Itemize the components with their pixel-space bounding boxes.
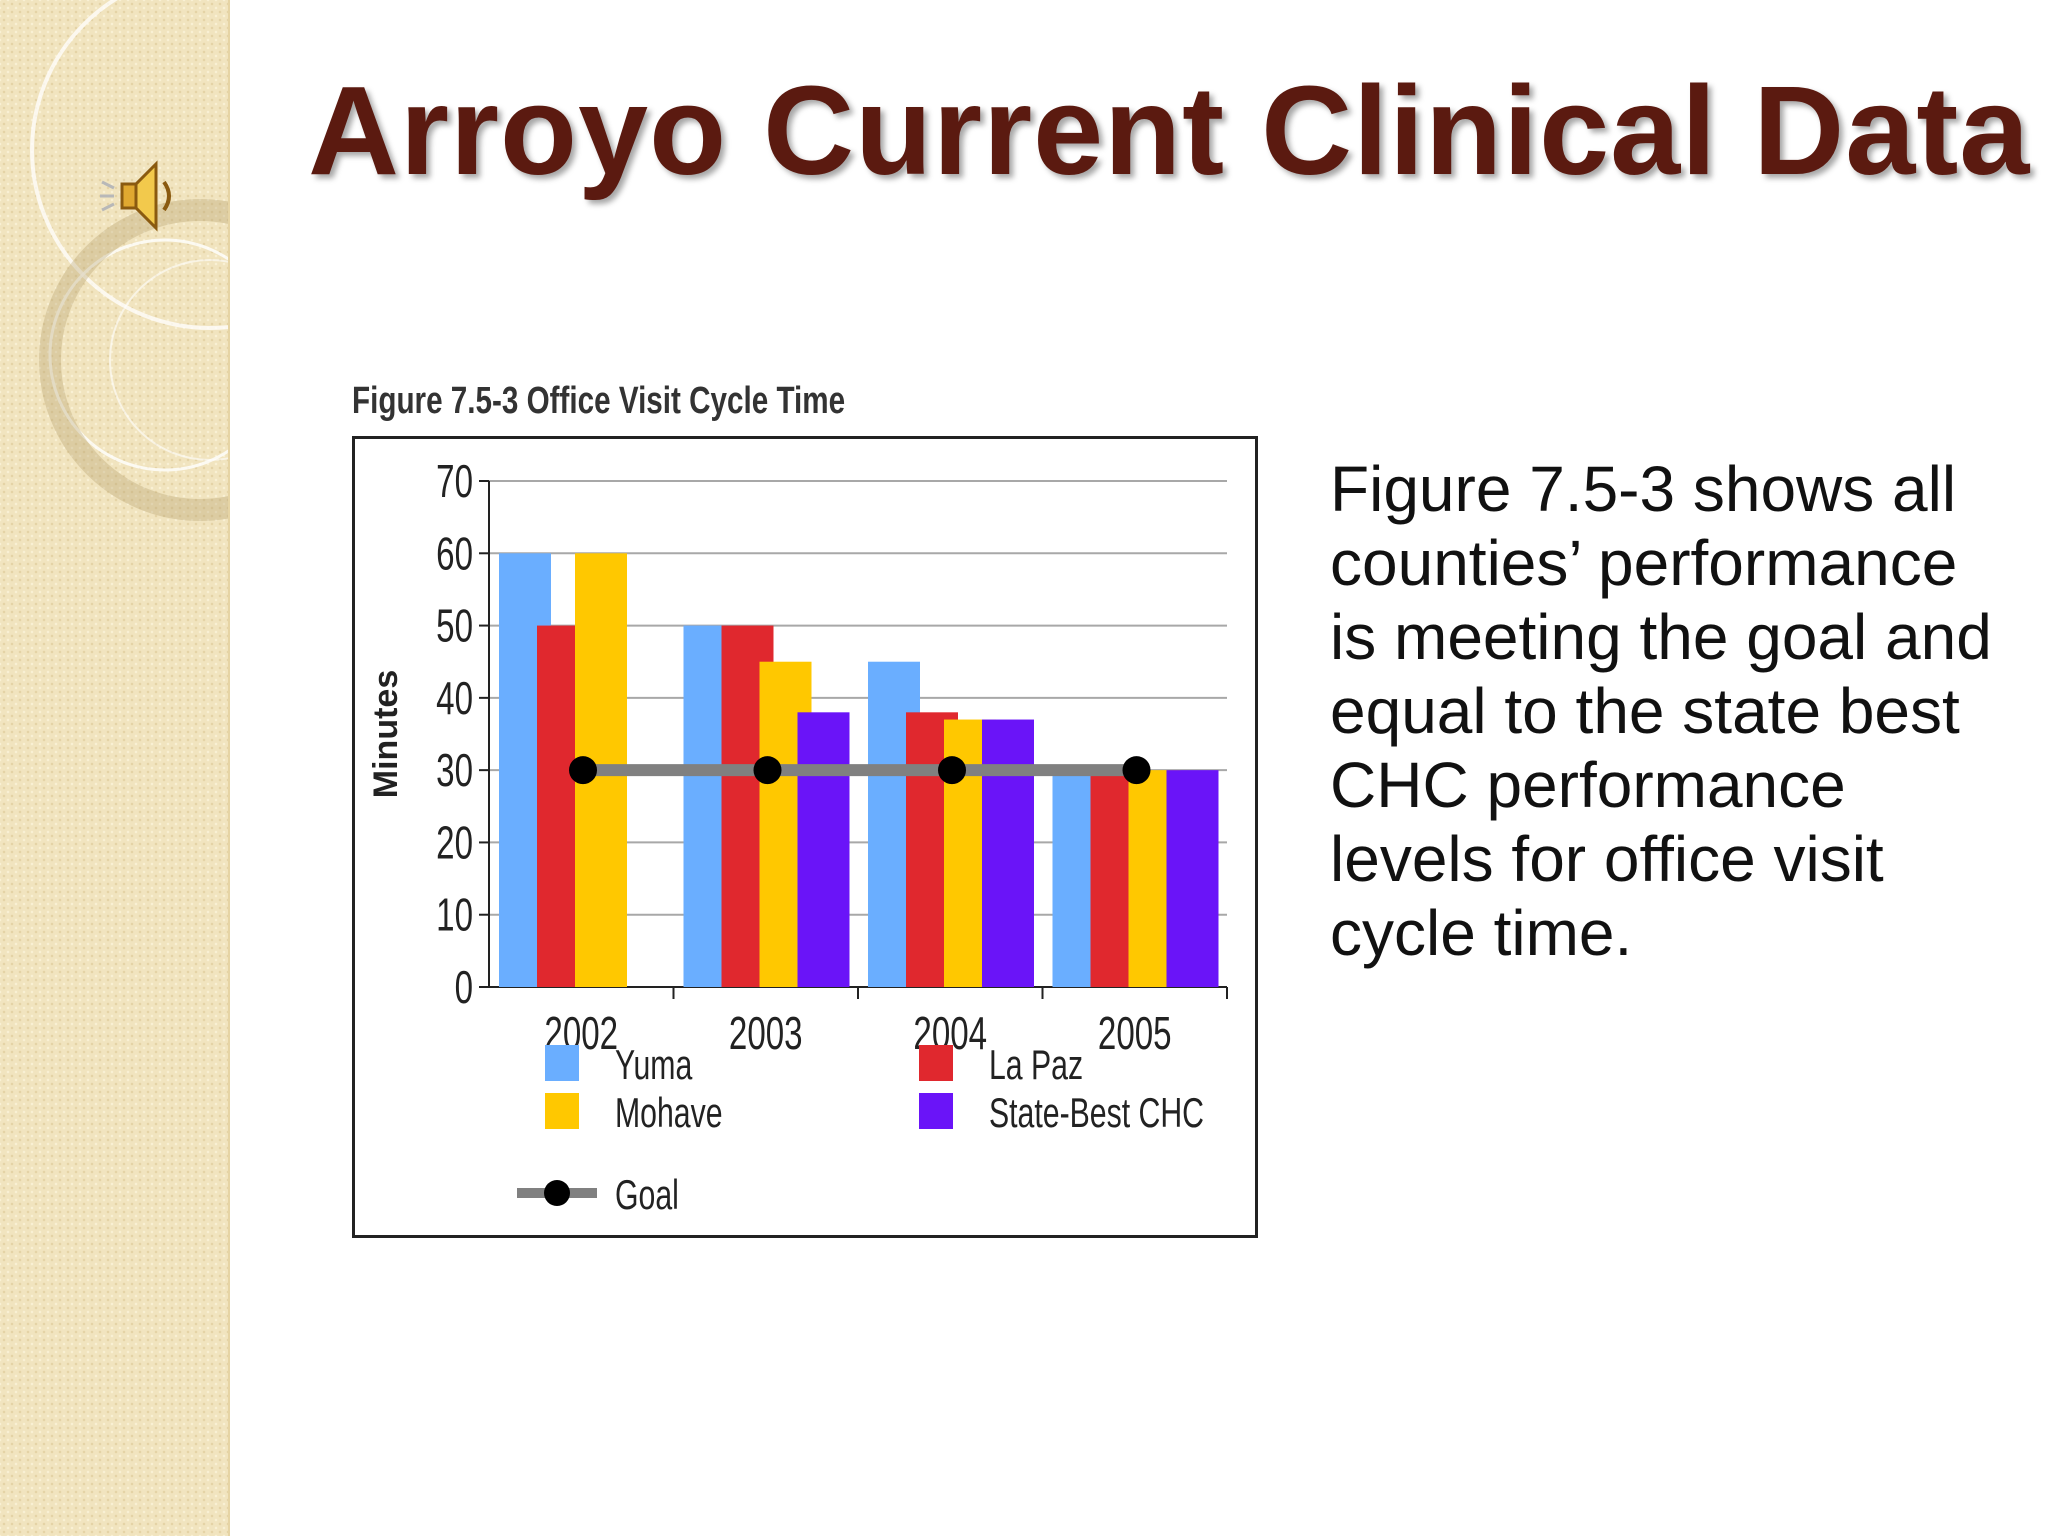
legend-label-yuma: Yuma	[615, 1041, 693, 1088]
decorative-rings	[30, 0, 228, 521]
x-tick-label: 2003	[729, 1009, 803, 1059]
y-tick-label: 0	[455, 963, 473, 1013]
y-tick-label: 70	[436, 457, 473, 507]
bar-state-best-chc-2003	[797, 712, 850, 987]
legend-swatch-state-best-chc	[919, 1093, 953, 1129]
bar-state-best-chc-2004	[982, 719, 1034, 987]
chart-title: Figure 7.5-3 Office Visit Cycle Time	[352, 380, 846, 422]
slide-title: Arroyo Current Clinical Data	[308, 60, 2031, 201]
y-tick-label: 60	[436, 529, 473, 579]
goal-marker-2002	[569, 756, 597, 785]
y-tick-label: 50	[436, 601, 473, 651]
legend-swatch-la-paz	[919, 1045, 953, 1081]
goal-marker-2003	[753, 756, 782, 785]
y-tick-label: 10	[436, 891, 473, 941]
y-tick-label: 40	[436, 674, 473, 724]
goal-marker-2005	[1122, 756, 1151, 785]
x-tick-label: 2005	[1098, 1009, 1172, 1059]
sidebar-decoration	[0, 0, 230, 1536]
legend-label-mohave: Mohave	[615, 1089, 723, 1136]
legend-label-la-paz: La Paz	[989, 1041, 1083, 1088]
bar-state-best-chc-2005	[1166, 770, 1219, 987]
legend-swatch-yuma	[545, 1045, 579, 1081]
goal-marker-2004	[938, 756, 966, 785]
legend-goal-marker	[544, 1180, 570, 1206]
legend-label-state-best-chc: State-Best CHC	[989, 1089, 1204, 1136]
legend-swatch-mohave	[545, 1093, 579, 1129]
slide-body-text: Figure 7.5-3 shows all counties’ perform…	[1330, 453, 1992, 969]
y-tick-label: 20	[436, 818, 473, 868]
y-tick-label: 30	[436, 746, 473, 796]
speaker-icon[interactable]	[92, 148, 188, 244]
legend-label-goal: Goal	[615, 1171, 679, 1218]
chart-frame: 0 10 20 30 40 50 60 70 Minutes 2002 2003 2004 2005 Yu…	[352, 436, 1258, 1238]
y-axis-label: Minutes	[367, 670, 405, 798]
